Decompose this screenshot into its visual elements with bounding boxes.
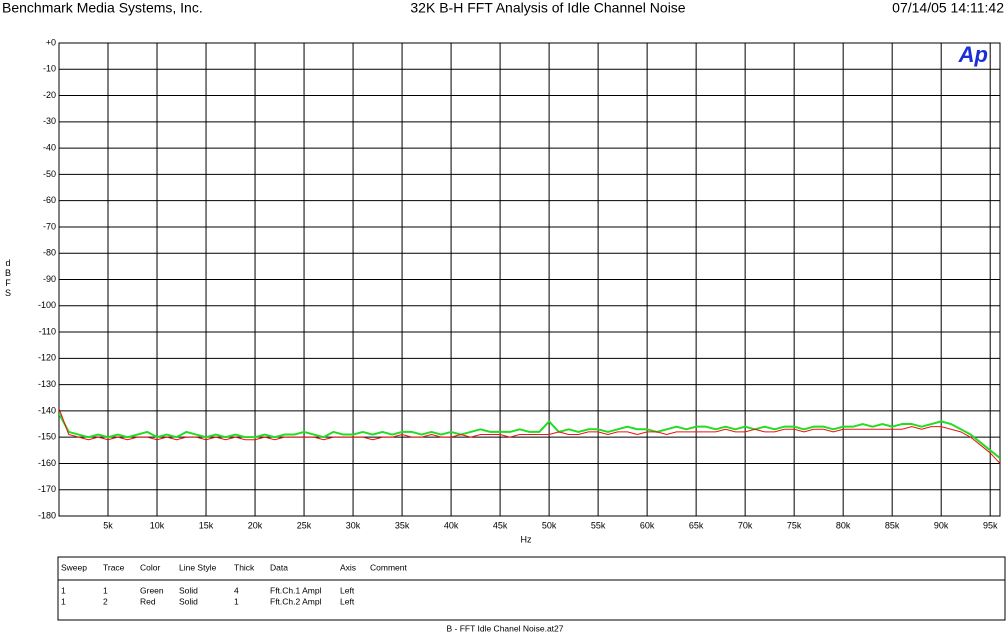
legend-cell: Solid xyxy=(179,585,198,595)
y-tick-label: -150 xyxy=(38,432,56,442)
legend-header: Data xyxy=(270,562,288,572)
legend-header: Sweep xyxy=(61,562,87,572)
y-tick-label: -100 xyxy=(38,300,56,310)
data-line xyxy=(59,413,1000,459)
x-tick-label: 5k xyxy=(103,520,113,530)
legend-header: Axis xyxy=(340,562,356,572)
legend-box xyxy=(57,556,1006,621)
y-tick-label: -60 xyxy=(43,195,56,205)
legend-cell: 4 xyxy=(234,585,239,595)
x-tick-label: 10k xyxy=(150,520,165,530)
y-tick-label: -70 xyxy=(43,221,56,231)
y-tick-label: -130 xyxy=(38,379,56,389)
x-tick-label: 35k xyxy=(395,520,410,530)
legend-cell: 1 xyxy=(103,585,108,595)
y-tick-label: -80 xyxy=(43,248,56,258)
y-axis-label: dBFS xyxy=(3,258,13,298)
legend-cell: Left xyxy=(340,585,355,595)
y-tick-label: -170 xyxy=(38,484,56,494)
header-right: 07/14/05 14:11:42 xyxy=(892,0,1004,16)
x-tick-label: 80k xyxy=(836,520,851,530)
x-axis-label: Hz xyxy=(521,534,532,544)
legend-cell: 1 xyxy=(234,596,239,606)
x-tick-label: 65k xyxy=(689,520,704,530)
x-tick-label: 25k xyxy=(297,520,312,530)
x-tick-label: 60k xyxy=(640,520,655,530)
x-tick-label: 45k xyxy=(493,520,508,530)
x-tick-label: 75k xyxy=(787,520,802,530)
legend-cell: Fft.Ch.1 Ampl xyxy=(270,585,322,595)
footer: B - FFT Idle Chanel Noise.at27 xyxy=(446,623,563,633)
header-left: Benchmark Media Systems, Inc. xyxy=(2,0,203,16)
legend-cell: Left xyxy=(340,596,355,606)
plot-border xyxy=(58,42,1001,517)
y-tick-label: -110 xyxy=(39,326,56,336)
y-tick-label: -50 xyxy=(43,169,56,179)
x-tick-label: 15k xyxy=(199,520,214,530)
y-tick-label: -160 xyxy=(38,458,56,468)
y-tick-label: -90 xyxy=(43,274,56,284)
y-tick-label: +0 xyxy=(46,37,56,47)
data-line xyxy=(59,408,1000,464)
y-tick-label: -120 xyxy=(38,353,56,363)
legend-header: Thick xyxy=(234,562,255,572)
legend-cell: Red xyxy=(140,596,156,606)
x-tick-label: 30k xyxy=(346,520,361,530)
x-tick-label: 95k xyxy=(983,520,998,530)
y-tick-label: -180 xyxy=(38,510,56,520)
legend-cell: Fft.Ch.2 Ampl xyxy=(270,596,322,606)
y-tick-label: -20 xyxy=(43,90,56,100)
legend-cell: 1 xyxy=(61,585,66,595)
x-tick-label: 70k xyxy=(738,520,753,530)
x-tick-label: 90k xyxy=(934,520,949,530)
x-tick-label: 55k xyxy=(591,520,606,530)
y-tick-label: -140 xyxy=(38,405,56,415)
y-tick-label: -30 xyxy=(43,116,56,126)
x-tick-label: 40k xyxy=(444,520,459,530)
legend-header: Line Style xyxy=(179,562,217,572)
legend-header: Trace xyxy=(103,562,125,572)
chart-title: 32K B-H FFT Analysis of Idle Channel Noi… xyxy=(410,0,685,16)
legend-header: Comment xyxy=(370,562,407,572)
legend-cell: Solid xyxy=(179,596,198,606)
logo: Ap xyxy=(958,42,988,67)
legend-cell: 1 xyxy=(61,596,66,606)
legend-header: Color xyxy=(140,562,160,572)
y-tick-label: -40 xyxy=(43,142,56,152)
legend-cell: 2 xyxy=(103,596,108,606)
legend-cell: Green xyxy=(140,585,164,595)
x-tick-label: 85k xyxy=(885,520,900,530)
x-tick-label: 50k xyxy=(542,520,557,530)
x-tick-label: 20k xyxy=(248,520,263,530)
y-tick-label: -10 xyxy=(43,64,56,74)
